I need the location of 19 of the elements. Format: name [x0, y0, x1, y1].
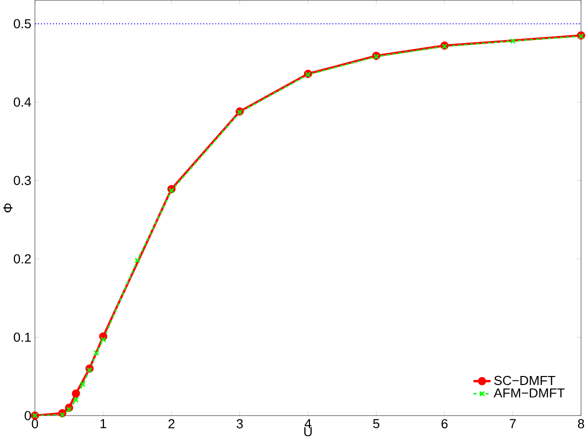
legend-label: SC−DMFT: [494, 376, 556, 386]
x-tick-label: 0: [32, 419, 38, 429]
y-tick-label: 0: [24, 411, 31, 420]
y-tick-label: 0.4: [14, 98, 32, 107]
x-tick-label: 5: [373, 419, 380, 428]
y-tick-label: 0.5: [14, 19, 31, 28]
x-axis-title: U: [304, 427, 312, 436]
legend-label: AFM−DMFT: [494, 388, 565, 398]
x-tick-label: 7: [510, 419, 516, 428]
y-axis-title: Φ: [3, 204, 12, 213]
x-tick-label: 8: [578, 419, 584, 429]
x-tick-label: 3: [236, 419, 243, 429]
y-tick-label: 0.1: [14, 332, 31, 342]
x-tick-label: 4: [304, 419, 312, 428]
x-tick-label: 2: [168, 419, 174, 428]
x-tick-label: 1: [100, 419, 106, 428]
x-tick-label: 6: [442, 419, 448, 429]
y-tick-label: 0.2: [14, 254, 31, 264]
y-tick-label: 0.3: [14, 176, 31, 186]
